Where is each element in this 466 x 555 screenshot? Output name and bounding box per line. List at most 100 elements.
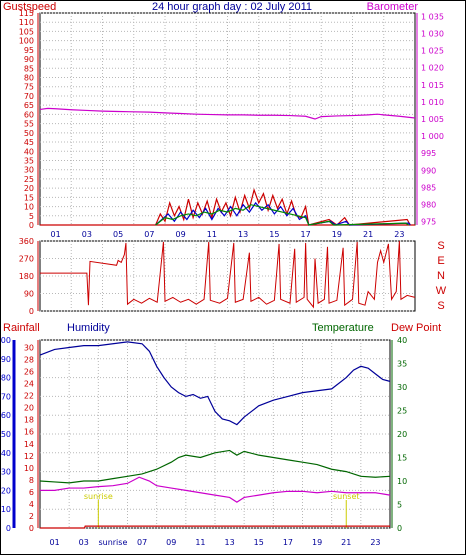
series-humidity — [39, 341, 391, 426]
series-gust-speed — [155, 187, 411, 226]
temperature-axis-title: Temperature — [312, 322, 374, 334]
panel3-hour-labels: 01 03 07 09 11 13 15 17 19 21 23 sunrise — [49, 538, 380, 547]
barometer-axis-title: Barometer — [367, 1, 419, 13]
rain-tick-label: 80 — [1, 374, 11, 383]
rain-tick-labels: 0 10 20 30 40 50 60 70 80 90 100 — [0, 336, 11, 533]
barometer-tick-label: 1 035 — [421, 12, 444, 21]
hour-label: 21 — [341, 538, 351, 547]
direction-tick-label: 90 — [24, 290, 34, 299]
compass-letter: E — [437, 255, 444, 267]
direction-tick-labels: 0 90 180 270 360 — [19, 237, 34, 316]
gust-tick-label: 25 — [24, 175, 34, 184]
sun-markers: sunrise sunset — [84, 492, 360, 528]
temperature-tick-label: 0 — [397, 524, 402, 533]
barometer-tick-label: 975 — [421, 218, 436, 227]
direction-tick-label: 360 — [19, 237, 34, 246]
panel-temp-humidity: Rainfall Humidity Temperature Dew Point … — [0, 322, 441, 547]
barometer-tick-label: 990 — [421, 166, 436, 175]
hour-label: 09 — [176, 230, 186, 239]
gust-tick-label: 90 — [24, 55, 34, 64]
temperature-tick-label: 30 — [397, 383, 407, 392]
gust-tick-label: 80 — [24, 74, 34, 83]
hour-label: 19 — [332, 230, 342, 239]
direction-tick-label: 0 — [29, 307, 34, 316]
temperature-tick-label: 35 — [397, 360, 407, 369]
panel1-series — [39, 107, 416, 226]
hour-label: 07 — [144, 230, 154, 239]
direction-tick-label: 270 — [19, 255, 34, 264]
hour-label: 03 — [82, 230, 92, 239]
gust-tick-labels: 0510152025303540455055606570758085909510… — [19, 9, 34, 230]
hour-label: 21 — [363, 230, 373, 239]
hour-label: 19 — [312, 538, 322, 547]
gust-tick-label: 95 — [24, 46, 34, 55]
temperature-tick-label: 15 — [397, 454, 407, 463]
gust-tick-label: 100 — [19, 37, 34, 46]
temperature-tick-label: 10 — [397, 477, 407, 486]
compass-letter: S — [437, 240, 444, 252]
dewpoint-axis-title: Dew Point — [391, 322, 441, 334]
compass-letter: W — [436, 285, 447, 297]
gust-tick-label: 50 — [24, 129, 34, 138]
series-barometer — [39, 107, 416, 120]
rain-tick-label: 30 — [1, 468, 11, 477]
gust-tick-label: 60 — [24, 110, 34, 119]
series-dew-point — [40, 476, 391, 503]
rain-tick-label: 100 — [0, 336, 11, 345]
rain-tick-label: 60 — [1, 411, 11, 420]
temperature-tick-label: 20 — [397, 430, 407, 439]
barometer-tick-label: 1 010 — [421, 98, 444, 107]
series-temperature — [39, 449, 391, 484]
hour-label: 23 — [394, 230, 404, 239]
gust-tick-label: 85 — [24, 64, 34, 73]
series-rainfall — [40, 525, 390, 529]
rain-tick-label: 0 — [6, 524, 11, 533]
temperature-tick-label: 5 — [397, 501, 402, 510]
hour-label: 07 — [137, 538, 147, 547]
humidity-tick-label: 22 — [24, 392, 34, 401]
panel-wind-barometer: Gustspeed 24 hour graph day : 02 July 20… — [3, 1, 444, 239]
gust-tick-label: 70 — [24, 92, 34, 101]
gust-tick-label: 110 — [19, 18, 34, 27]
panel1-hour-labels: 01 03 05 07 09 11 13 15 17 19 21 23 — [51, 230, 405, 239]
barometer-tick-label: 985 — [421, 183, 436, 192]
humidity-tick-label: 8 — [29, 476, 34, 485]
humidity-tick-label: 12 — [24, 452, 34, 461]
hour-label: 01 — [49, 538, 59, 547]
humidity-tick-label: 2 — [29, 512, 34, 521]
panel3-grid — [40, 339, 390, 529]
compass-letter: N — [437, 270, 445, 282]
hour-label: 17 — [283, 538, 293, 547]
gust-tick-label: 20 — [24, 184, 34, 193]
gust-tick-label: 5 — [29, 212, 34, 221]
humidity-tick-label: 26 — [24, 368, 34, 377]
hour-label: 11 — [207, 230, 217, 239]
hour-label: 23 — [370, 538, 380, 547]
humidity-tick-label: 6 — [29, 488, 34, 497]
barometer-tick-label: 1 005 — [421, 115, 444, 124]
temperature-tick-label: 40 — [397, 336, 407, 345]
temperature-tick-labels: 0 5 10 15 20 25 30 35 40 — [397, 336, 407, 533]
humidity-tick-label: 0 — [29, 524, 34, 533]
hour-label: 01 — [51, 230, 61, 239]
rain-tick-label: 90 — [1, 355, 11, 364]
sunrise-label: sunrise — [84, 492, 113, 501]
gust-tick-label: 30 — [24, 166, 34, 175]
gust-tick-label: 45 — [24, 138, 34, 147]
humidity-tick-label: 20 — [24, 404, 34, 413]
rain-tick-label: 40 — [1, 449, 11, 458]
humidity-tick-label: 10 — [24, 464, 34, 473]
rain-tick-label: 70 — [1, 392, 11, 401]
humidity-axis-title: Humidity — [67, 322, 110, 334]
gust-tick-label: 65 — [24, 101, 34, 110]
gust-tick-label: 40 — [24, 147, 34, 156]
panel3-series — [39, 341, 391, 529]
rain-tick-label: 10 — [1, 505, 11, 514]
direction-tick-label: 180 — [19, 272, 34, 281]
rain-tick-label: 20 — [1, 486, 11, 495]
sunrise-axis-label: sunrise — [98, 538, 127, 547]
barometer-tick-label: 980 — [421, 200, 436, 209]
